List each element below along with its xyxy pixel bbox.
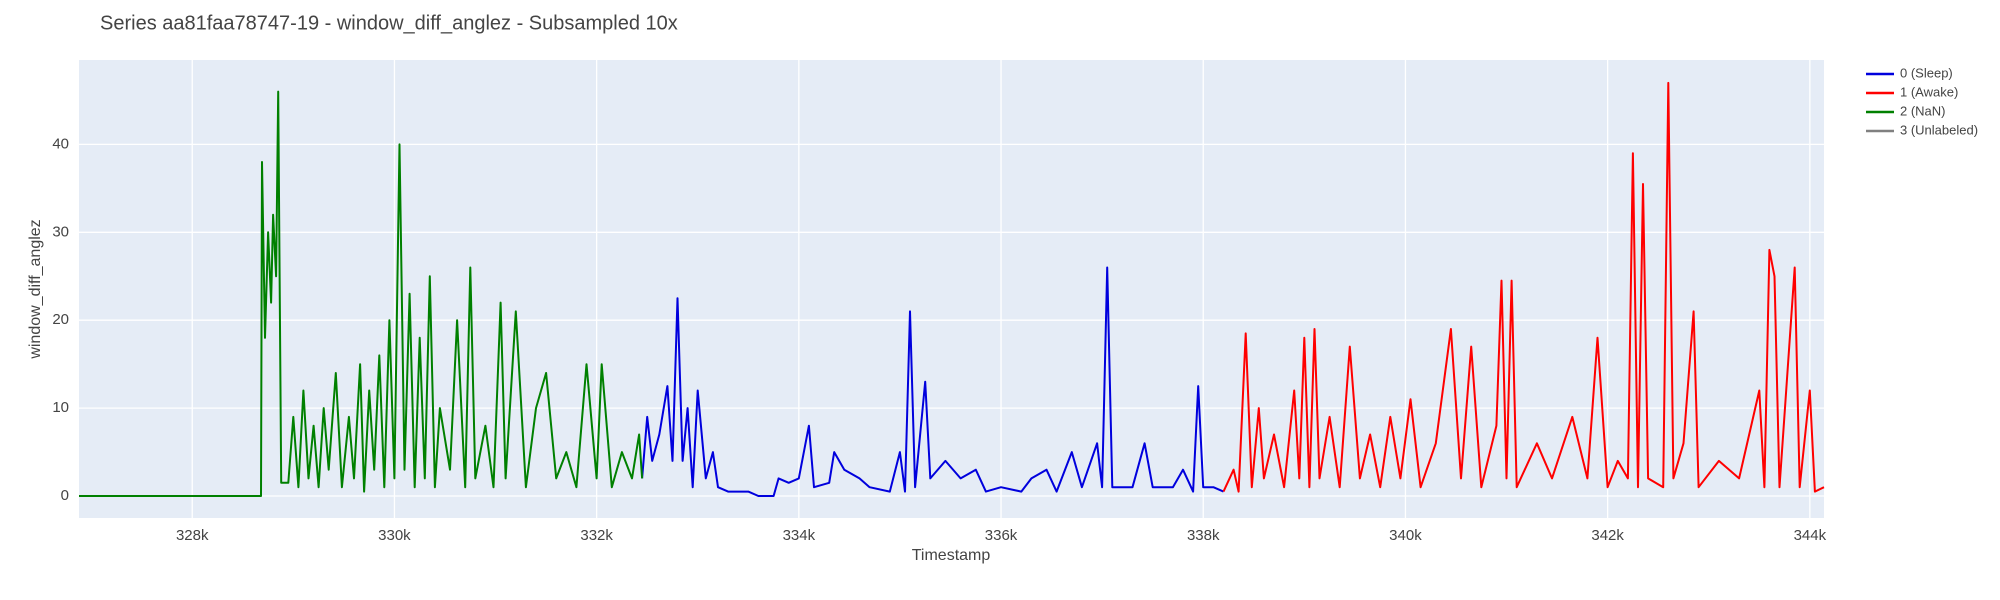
legend-label: 0 (Sleep) xyxy=(1900,65,1953,80)
y-tick-label: 10 xyxy=(52,399,69,416)
series-line xyxy=(79,90,644,497)
y-tick-label: 0 xyxy=(61,487,69,504)
x-tick-label: 342k xyxy=(1591,527,1624,544)
x-tick-label: 328k xyxy=(176,527,209,544)
x-tick-label: 336k xyxy=(985,527,1018,544)
y-axis-title: window_diff_anglez xyxy=(27,219,44,359)
legend-label: 2 (NaN) xyxy=(1900,103,1946,118)
x-tick-label: 344k xyxy=(1794,527,1827,544)
y-tick-label: 20 xyxy=(52,311,69,328)
x-tick-label: 330k xyxy=(378,527,411,544)
series-line xyxy=(641,266,1224,497)
legend-label: 3 (Unlabeled) xyxy=(1900,122,1978,137)
series-line xyxy=(1222,81,1825,493)
x-tick-label: 334k xyxy=(783,527,816,544)
plot-area xyxy=(79,60,1824,518)
x-axis-title: Timestamp xyxy=(912,547,991,564)
legend-label: 1 (Awake) xyxy=(1900,84,1958,99)
x-tick-label: 332k xyxy=(580,527,613,544)
y-tick-label: 30 xyxy=(52,223,69,240)
y-tick-label: 40 xyxy=(52,135,69,152)
chart-title: Series aa81faa78747-19 - window_diff_ang… xyxy=(100,12,678,34)
x-tick-label: 338k xyxy=(1187,527,1220,544)
x-tick-label: 340k xyxy=(1389,527,1422,544)
